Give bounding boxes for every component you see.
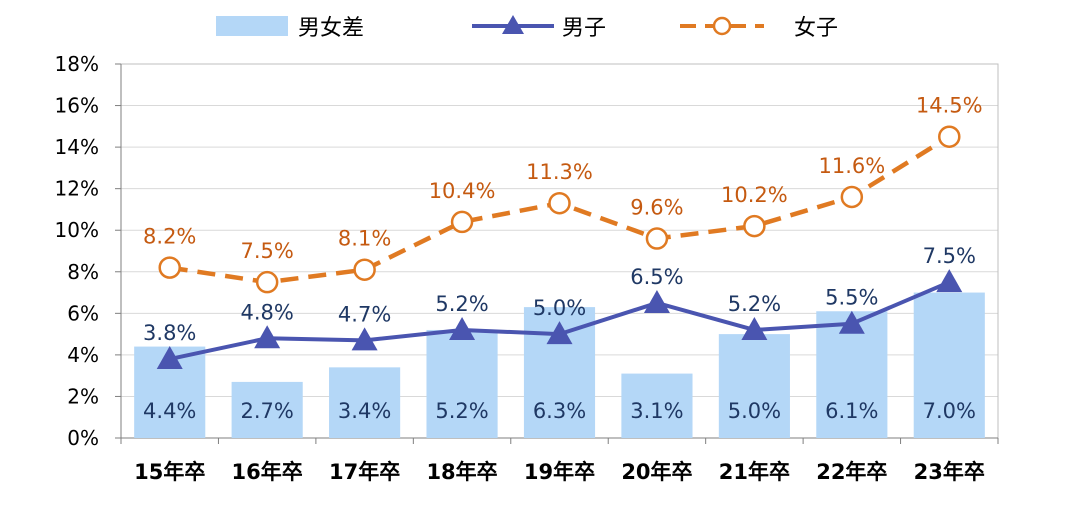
bar — [329, 367, 401, 438]
female-value-label: 9.6% — [630, 196, 683, 220]
point-female — [158, 256, 181, 279]
y-tick-label: 2% — [67, 384, 99, 408]
female-value-label: 11.6% — [818, 154, 885, 178]
x-tick-label: 15年卒 — [134, 460, 205, 484]
point-male — [643, 289, 670, 313]
legend-diff-label: 男女差 — [298, 16, 364, 41]
bar-value-label: 3.4% — [338, 399, 391, 423]
point-female — [938, 125, 961, 148]
male-value-label: 5.2% — [435, 292, 488, 316]
bar-value-label: 6.3% — [533, 399, 586, 423]
y-tick-label: 14% — [55, 135, 99, 159]
point-male — [936, 269, 963, 293]
female-value-label: 10.2% — [721, 183, 788, 207]
legend: 男女差 男子 女子 — [216, 15, 838, 41]
point-female — [353, 258, 376, 281]
point-male — [449, 316, 476, 340]
point-female — [743, 214, 766, 238]
point-female — [840, 185, 864, 209]
x-tick-label: 21年卒 — [719, 460, 790, 484]
x-tick-label: 17年卒 — [329, 460, 400, 484]
point-female — [450, 210, 474, 234]
plot-area: 0% 2% 4% 6% 8% 10% 12% 14% 16% 18% 15年卒 16年卒 17年卒 18… — [55, 52, 999, 484]
male-value-label: 7.5% — [923, 244, 976, 268]
female-value-label: 8.2% — [143, 225, 196, 249]
bar — [718, 334, 790, 438]
series-male — [156, 269, 963, 370]
bar-labels: 4.4% 2.7% 3.4% 5.2% 6.3% 3.1% 5.0% 6.1% 7.0% — [143, 399, 976, 423]
bar — [426, 329, 498, 438]
legend-female-label: 女子 — [794, 16, 838, 41]
bar — [913, 292, 985, 438]
y-tick-label: 4% — [67, 343, 99, 367]
male-value-label: 5.2% — [728, 292, 781, 316]
point-female — [255, 270, 279, 294]
bar — [621, 373, 693, 438]
x-tick-label: 20年卒 — [621, 460, 692, 484]
bar-value-label: 7.0% — [923, 399, 976, 423]
series-female — [158, 125, 961, 294]
female-value-label: 7.5% — [240, 239, 293, 263]
bar-value-label: 3.1% — [630, 399, 683, 423]
legend-diff-swatch — [216, 16, 288, 36]
point-male — [351, 327, 378, 351]
bar-value-label: 6.1% — [825, 399, 878, 423]
bar-value-label: 5.0% — [728, 399, 781, 423]
x-tick-label: 18年卒 — [426, 460, 497, 484]
legend-male-label: 男子 — [562, 16, 606, 41]
bar-value-label: 2.7% — [240, 399, 293, 423]
point-male — [838, 310, 865, 334]
point-male — [254, 325, 281, 349]
male-value-label: 5.5% — [825, 286, 878, 310]
x-tick-label: 23年卒 — [914, 460, 985, 484]
y-tick-label: 12% — [55, 177, 99, 201]
y-tick-label: 18% — [55, 52, 99, 76]
point-labels: 8.2% 7.5% 8.1% 10.4% 11.3% 9.6% 10.2% 11.6% 14.5… — [143, 94, 983, 345]
point-female — [548, 191, 571, 215]
bar — [231, 381, 303, 438]
female-value-label: 14.5% — [916, 94, 983, 118]
y-tick-label: 10% — [55, 218, 99, 242]
x-tick-label: 16年卒 — [232, 460, 303, 484]
female-value-label: 11.3% — [526, 160, 593, 184]
y-tick-label: 0% — [67, 426, 99, 450]
y-tick-label: 8% — [67, 260, 99, 284]
female-value-label: 8.1% — [338, 227, 391, 251]
legend-female-marker — [712, 16, 732, 36]
point-male — [741, 316, 768, 340]
point-female — [645, 227, 669, 250]
x-tick-label: 19年卒 — [524, 460, 595, 484]
x-tick-label: 22年卒 — [816, 460, 887, 484]
y-axis: 0% 2% 4% 6% 8% 10% 12% 14% 16% 18% — [55, 52, 122, 450]
point-male — [156, 346, 183, 370]
point-male — [546, 321, 573, 345]
male-value-label: 3.8% — [143, 321, 196, 345]
bar-value-label: 4.4% — [143, 399, 196, 423]
male-value-label: 5.0% — [533, 296, 586, 320]
male-value-label: 4.7% — [338, 302, 391, 326]
legend-male-marker — [502, 15, 524, 34]
male-value-label: 6.5% — [630, 265, 683, 289]
x-axis: 15年卒 16年卒 17年卒 18年卒 19年卒 20年卒 21年卒 22年卒 23年卒 — [120, 437, 999, 484]
female-value-label: 10.4% — [429, 179, 496, 203]
bar-value-label: 5.2% — [435, 399, 488, 423]
y-tick-label: 16% — [55, 94, 99, 118]
y-tick-label: 6% — [67, 301, 99, 325]
male-value-label: 4.8% — [240, 300, 293, 324]
